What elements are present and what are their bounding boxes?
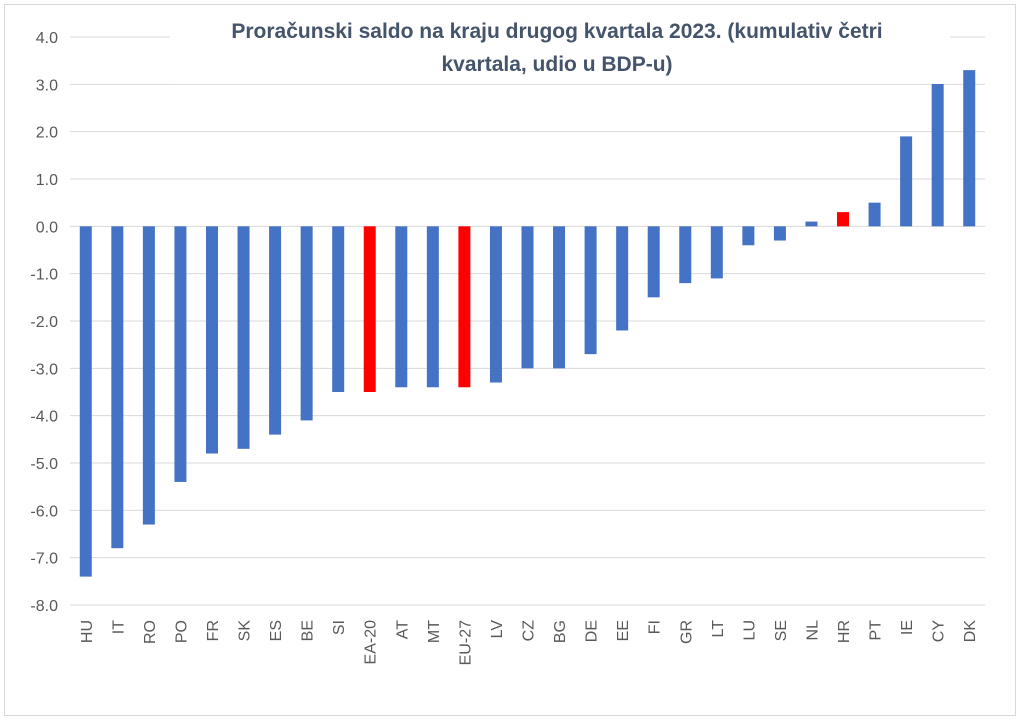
y-axis: 4.0 3.0 2.0 1.0 0.0 -1.0 -2.0 -3.0 -4.0 -5.0 -6.0 -… [30,30,58,615]
x-tick-label: LV [489,620,506,639]
chart-title-line-1: Proračunski saldo na kraju drugog kvarta… [231,20,882,43]
gridlines [70,36,985,606]
x-tick-label: IT [110,620,127,634]
x-tick-label: FR [205,620,222,641]
y-tick-label: -5.0 [30,456,58,473]
x-tick-label: SE [773,620,790,641]
x-tick-label: HU [79,620,96,643]
bar-dk [963,70,976,227]
x-axis: HU IT RO PO FR SK ES BE SI EA-20 AT MT EU-27 LV CZ BG DE… [79,620,979,666]
y-tick-label: -3.0 [30,361,58,378]
y-tick-label: -2.0 [30,314,58,331]
y-tick-label: 2.0 [36,125,58,142]
bar-eu-27 [458,226,471,388]
x-tick-label: BE [300,620,317,641]
y-tick-label: 0.0 [36,219,58,236]
bar-hu [79,226,92,577]
bar-be [300,226,313,421]
x-tick-label: MT [426,620,443,643]
x-tick-label: HR [836,620,853,643]
x-tick-label: EE [615,620,632,641]
x-tick-label: GR [678,620,695,644]
y-tick-label: -1.0 [30,267,58,284]
bar-hr [837,212,850,227]
bar-cy [931,74,944,227]
bar-gr [679,226,692,284]
bar-fi [647,226,660,298]
x-tick-label: CZ [521,620,538,642]
title-background [170,14,950,84]
bar-sk [237,226,250,449]
x-tick-label: FI [647,620,664,634]
bar-mt [426,226,439,388]
y-tick-label: -8.0 [30,598,58,615]
bar-se [773,226,786,241]
bar-fr [205,226,218,454]
x-tick-label: PO [173,620,190,643]
bars [79,70,976,577]
bar-si [332,226,345,392]
x-tick-label: PT [868,620,885,641]
y-tick-label: 3.0 [36,77,58,94]
x-tick-label: ES [268,620,285,641]
bar-nl [805,221,818,227]
bar-lv [489,226,502,383]
bar-lt [710,226,723,279]
x-tick-label: DK [962,620,979,643]
bar-ro [142,226,155,525]
bar-es [269,226,282,435]
x-tick-label: BG [552,620,569,643]
chart-title-line-2: kvartala, udio u BDP-u) [441,53,672,76]
x-tick-label: EU-27 [457,620,474,665]
bar-ea-20 [363,226,376,392]
bar-at [395,226,408,388]
bar-bg [553,226,566,369]
chart-frame [4,4,1016,716]
x-tick-label: LU [741,620,758,640]
x-tick-label: IE [899,620,916,635]
y-tick-label: -7.0 [30,551,58,568]
x-tick-label: CY [931,620,948,643]
bar-ie [900,136,913,227]
y-tick-label: 4.0 [36,30,58,47]
x-tick-label: RO [142,620,159,644]
bar-pt [868,202,881,227]
y-tick-label: 1.0 [36,172,58,189]
x-tick-label: SI [331,620,348,635]
bar-ee [616,226,629,331]
y-tick-label: -4.0 [30,409,58,426]
y-tick-label: -6.0 [30,503,58,520]
x-tick-label: LT [710,620,727,638]
x-tick-label: EA-20 [363,620,380,665]
bar-cz [521,226,534,369]
x-tick-label: NL [804,620,821,641]
x-tick-label: DE [584,620,601,642]
x-tick-label: SK [237,620,254,642]
bar-it [111,226,124,549]
bar-de [584,226,597,355]
bar-lu [742,226,755,246]
x-tick-label: AT [394,620,411,639]
bar-po [174,226,187,482]
